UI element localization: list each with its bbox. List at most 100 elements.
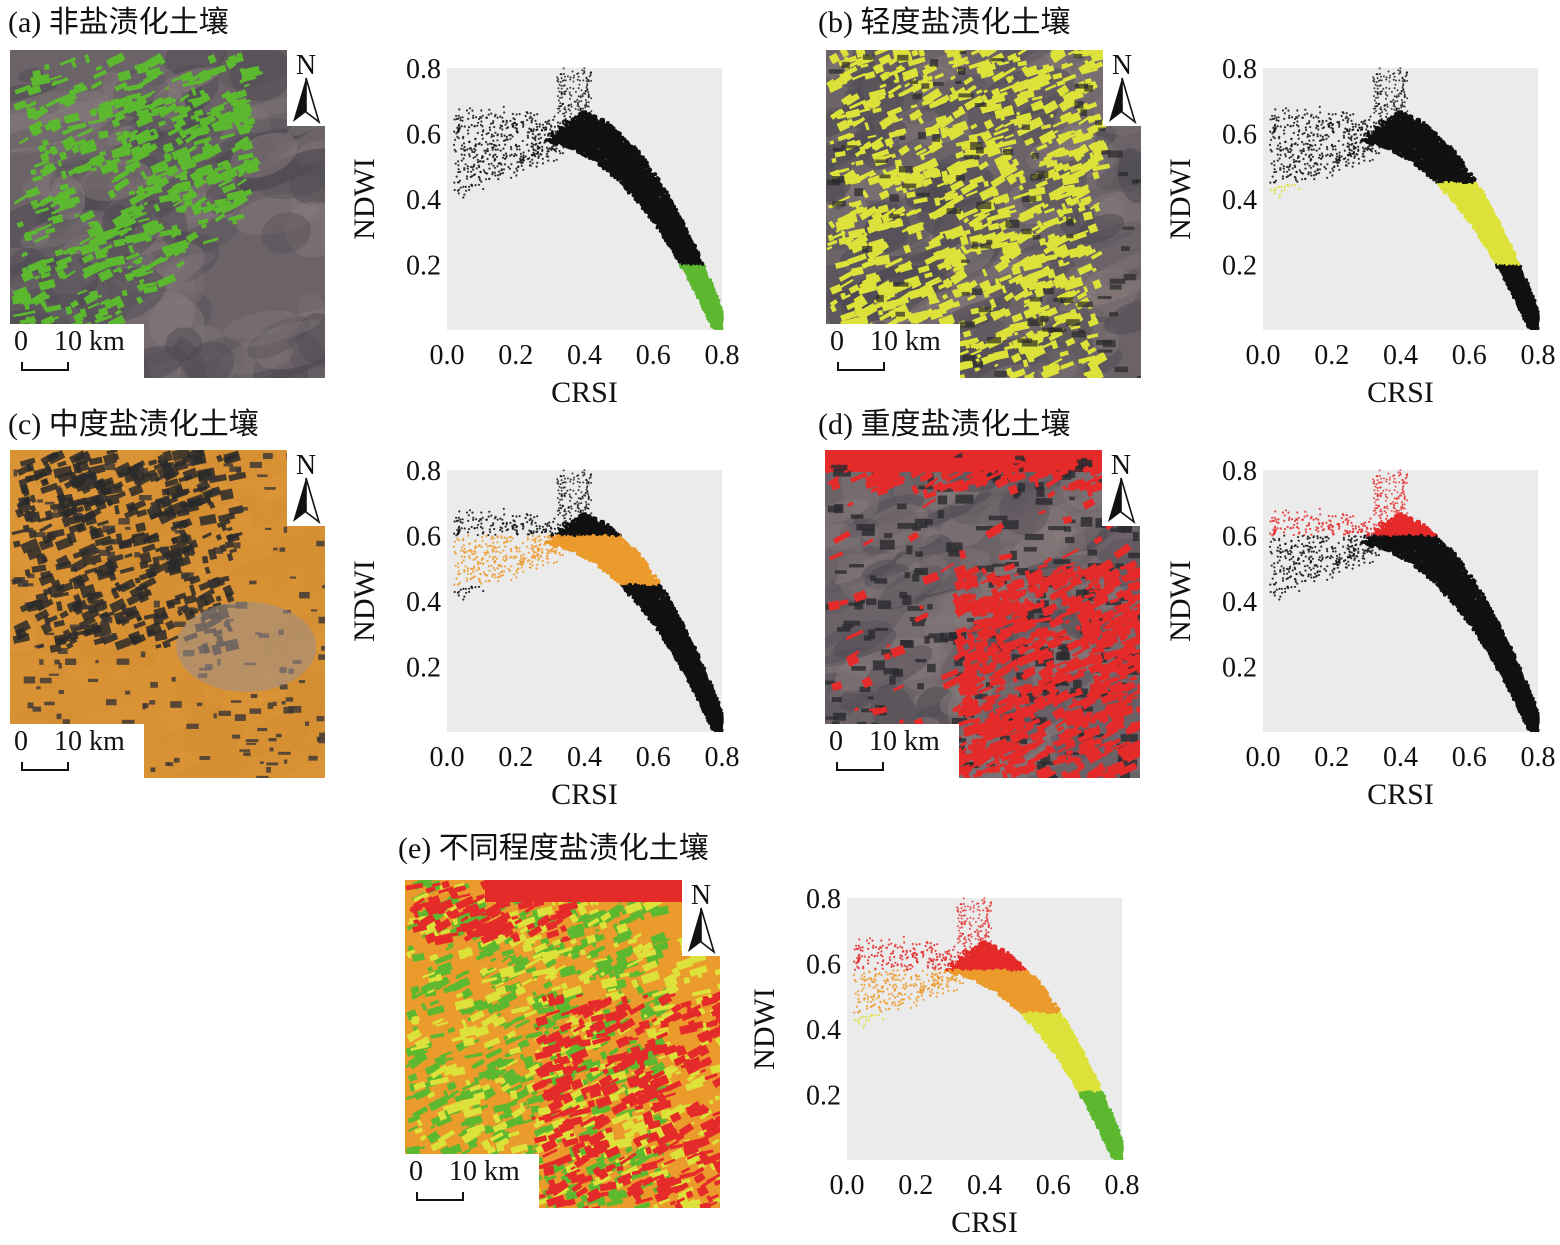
scatter-point: [672, 237, 676, 241]
scatter-point: [618, 172, 622, 176]
scatter-point: [597, 125, 601, 129]
scatter-point: [615, 156, 619, 160]
scatter-point: [633, 169, 637, 173]
scatter-point: [610, 129, 614, 133]
scatter-point: [589, 114, 593, 118]
scatter-point: [687, 276, 691, 280]
scatter-point: [700, 295, 704, 299]
scatter-point: [616, 147, 620, 151]
scatter-point: [653, 172, 657, 176]
scatter-point: [606, 164, 610, 168]
north-arrow-left-icon: [293, 78, 306, 122]
scatter-point: [656, 204, 660, 208]
scatter-point: [631, 155, 635, 159]
north-arrow: N: [287, 50, 325, 126]
scatter-point: [601, 165, 605, 169]
scatter-point: [636, 170, 640, 174]
scatter-point: [667, 200, 671, 204]
scatter-point: [683, 261, 687, 265]
scatter-point: [620, 150, 624, 154]
scatter-point: [584, 152, 588, 156]
scatter-point: [592, 120, 596, 124]
scatter-point: [673, 253, 677, 257]
scatter-point: [616, 178, 620, 182]
scatter-point: [601, 143, 605, 147]
scale-line: [22, 362, 68, 370]
scatter-point: [607, 124, 611, 128]
scatter-point: [592, 132, 596, 136]
scatter-point: [607, 148, 611, 152]
scatter-point: [708, 299, 712, 303]
scatter-point: [689, 271, 693, 275]
scatter-point: [684, 268, 688, 272]
scatter-point: [600, 155, 604, 159]
scatter-point: [674, 222, 678, 226]
scatter-point: [606, 121, 610, 125]
scatter-point: [664, 197, 668, 201]
scatter-point: [595, 151, 599, 155]
scatter-point: [713, 294, 717, 298]
scatter-point: [651, 179, 655, 183]
scatter-point: [677, 230, 681, 234]
scatter-point: [697, 251, 701, 255]
scatter-point: [682, 251, 686, 255]
scatter-point: [666, 219, 670, 223]
scatter-point: [581, 110, 585, 114]
north-arrow-right-icon: [306, 78, 319, 122]
scatter-point: [706, 280, 710, 284]
scatter-point: [706, 317, 710, 321]
scatter-point: [574, 115, 578, 119]
scatter-point: [592, 140, 596, 144]
scatter-point: [712, 313, 716, 317]
scatter-point: [695, 258, 699, 262]
scatter-point: [601, 150, 605, 154]
scatter-point: [616, 161, 620, 165]
scatter-point: [609, 167, 613, 171]
scatter-point: [629, 184, 633, 188]
scatter-point: [670, 228, 674, 232]
scatter-point: [581, 147, 585, 151]
scatter-point: [645, 179, 649, 183]
scatter-point: [592, 153, 596, 157]
scatter-point: [598, 163, 602, 167]
scatter-point: [606, 169, 610, 173]
scatter-point: [629, 160, 633, 164]
scatter-point: [621, 161, 625, 165]
scatter-point: [610, 159, 614, 163]
scatter-point: [610, 145, 614, 149]
scatter-point: [665, 190, 669, 194]
scatter-point: [648, 214, 652, 218]
scatter-point: [638, 191, 642, 195]
scatter-point: [619, 164, 623, 168]
scatter-point: [669, 239, 673, 243]
scatter-point: [637, 198, 641, 202]
scatter-point: [567, 121, 571, 125]
scatter-point: [645, 191, 649, 195]
scatter-point: [656, 208, 660, 212]
scatter-point: [634, 181, 638, 185]
scatter-point: [640, 182, 644, 186]
scatter-point: [652, 185, 656, 189]
scatter-point: [664, 233, 668, 237]
scatter-point: [603, 128, 607, 132]
scatter-point: [650, 218, 654, 222]
scatter-point: [648, 184, 652, 188]
north-label: N: [296, 50, 316, 81]
scatter-point: [623, 148, 627, 152]
scatter-point: [581, 153, 585, 157]
scatter-point: [601, 158, 605, 162]
scatter-point: [694, 273, 698, 277]
scatter-point: [625, 184, 629, 188]
scatter-point: [679, 238, 683, 242]
scatter-point: [692, 252, 696, 256]
scatter-point: [646, 194, 650, 198]
scatter-point: [717, 325, 721, 329]
scatter-point: [598, 150, 602, 154]
scatter-point: [601, 161, 605, 165]
scatter-point: [596, 134, 600, 138]
scatter-point: [629, 177, 633, 181]
scatter-point: [625, 141, 629, 145]
scatter-point: [602, 133, 606, 137]
